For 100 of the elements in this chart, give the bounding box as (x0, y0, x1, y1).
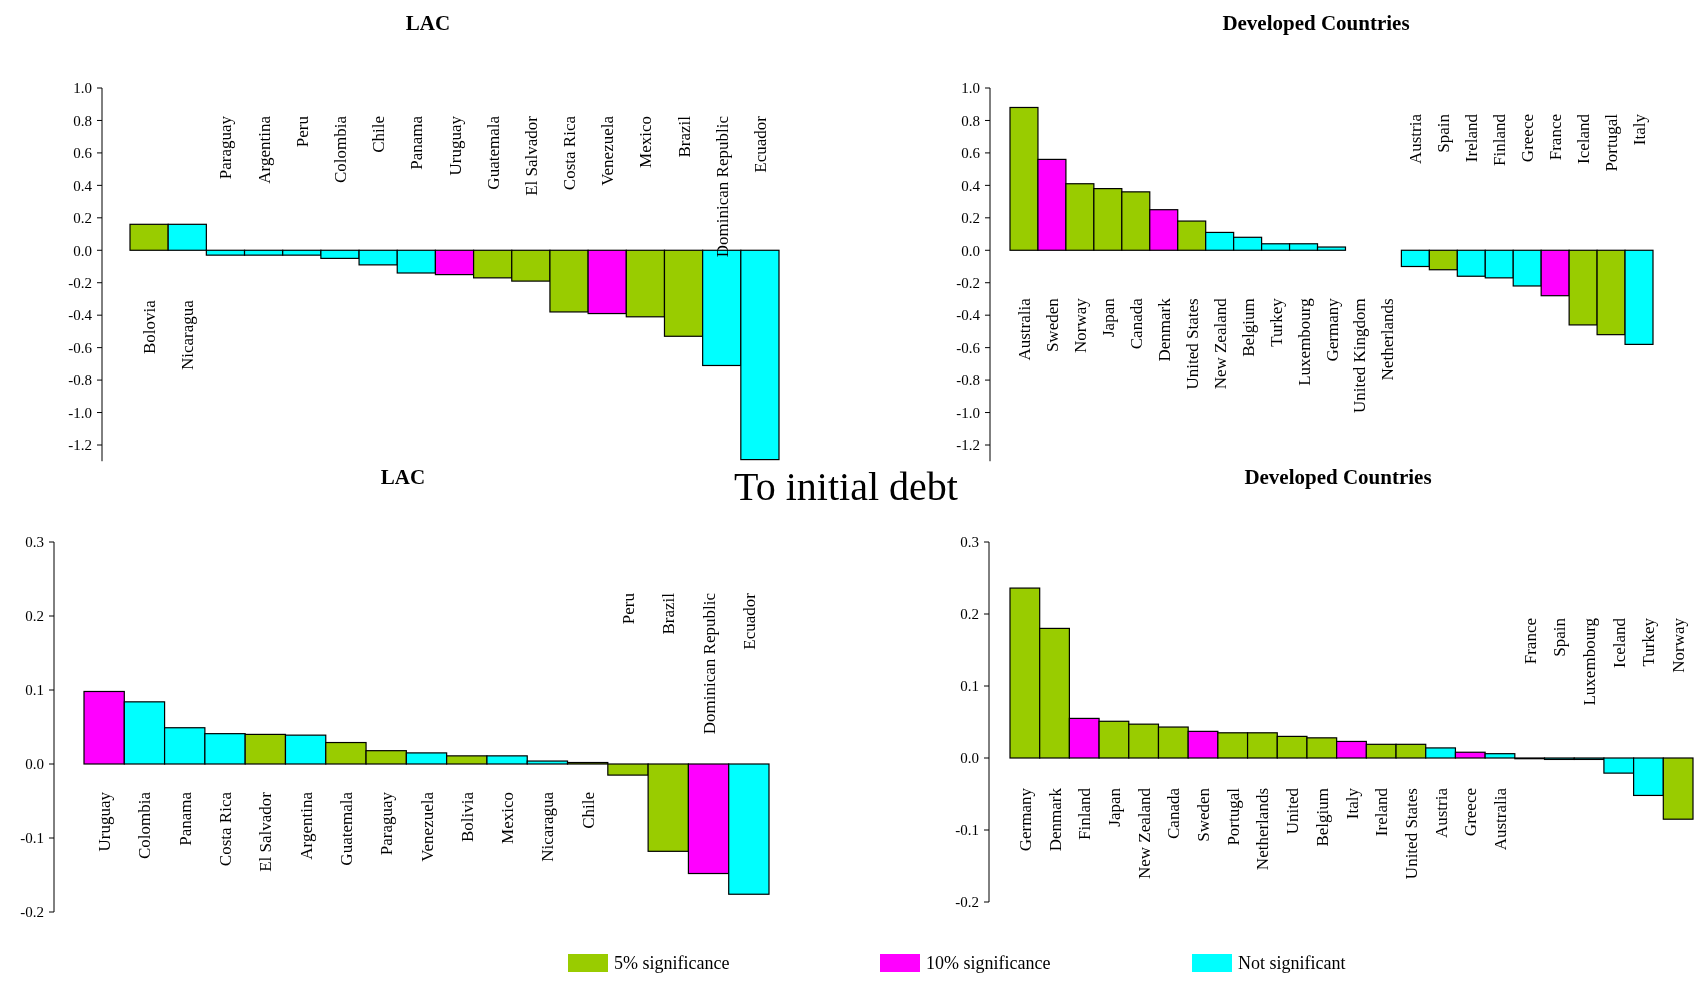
y-tick-label: 0.3 (960, 534, 979, 551)
x-tick-label: Chile (578, 792, 598, 829)
x-tick-label: Brazil (674, 115, 694, 158)
x-tick-label: Ecuador (739, 592, 759, 650)
x-tick-label: Greece (1518, 114, 1538, 163)
x-tick-label: Venezuela (598, 115, 618, 186)
y-tick-label: 0.2 (960, 606, 979, 623)
x-tick-label: Canada (1126, 297, 1146, 350)
x-tick-label: Uruguay (95, 791, 115, 852)
x-tick-label: Canada (1164, 787, 1184, 839)
y-tick-label: -0.2 (68, 274, 92, 291)
x-tick-label: Ireland (1372, 787, 1392, 837)
x-tick-label: Spain (1434, 113, 1454, 153)
y-tick-label: -0.1 (955, 822, 979, 839)
x-tick-label: Brazil (659, 592, 679, 635)
chart-title: Developed Countries (1244, 465, 1432, 489)
x-tick-label: Venezuela (417, 791, 437, 862)
x-tick-label: Luxembourg (1294, 297, 1314, 386)
x-tick-label: New Zealand (1210, 297, 1230, 390)
x-tick-label: United (1283, 787, 1303, 835)
y-tick-label: 0.1 (960, 678, 979, 695)
x-tick-label: France (1520, 618, 1540, 665)
y-tick-label: -0.1 (20, 830, 44, 847)
x-tick-label: Sweden (1042, 297, 1062, 353)
x-tick-label: Chile (369, 116, 389, 153)
y-tick-label: -1.2 (956, 437, 980, 454)
x-tick-label: Austria (1406, 113, 1426, 165)
x-tick-label: Mexico (498, 792, 518, 844)
x-tick-label: Italy (1630, 113, 1650, 146)
legend-label: 5% significance (614, 953, 730, 973)
y-tick-label: -1.0 (956, 404, 980, 421)
x-tick-label: Italy (1342, 787, 1362, 820)
x-tick-label: Luxembourg (1580, 617, 1600, 706)
y-tick-label: 1.0 (961, 80, 980, 97)
x-tick-label: Peru (292, 115, 312, 148)
y-tick-label: -0.8 (68, 372, 92, 389)
x-tick-label: Colombia (135, 791, 155, 860)
x-tick-label: Turkey (1266, 297, 1286, 347)
text: To initial debt (734, 464, 958, 509)
legend-label: 10% significance (926, 953, 1051, 973)
y-tick-label: -0.2 (956, 274, 980, 291)
y-tick-label: -0.6 (68, 339, 93, 356)
x-tick-label: Australia (1014, 297, 1034, 361)
x-tick-label: United States (1401, 788, 1421, 880)
x-tick-label: Denmark (1154, 297, 1174, 362)
y-tick-label: 0.2 (961, 210, 980, 227)
x-tick-label: Japan (1098, 297, 1118, 337)
y-tick-label: -1.0 (68, 404, 92, 421)
x-tick-label: Greece (1461, 788, 1481, 837)
y-tick-label: -0.4 (68, 307, 93, 324)
x-tick-label: Germany (1015, 787, 1035, 852)
chart-title: LAC (380, 465, 426, 489)
x-tick-label: Norway (1070, 297, 1090, 354)
x-tick-label: Belgium (1238, 298, 1258, 357)
x-tick-label: Dominican Republic (712, 115, 732, 258)
x-tick-label: Spain (1550, 617, 1570, 657)
y-tick-label: 0.4 (73, 177, 93, 194)
x-tick-label: Peru (618, 592, 638, 625)
x-tick-label: Iceland (1574, 113, 1594, 165)
x-tick-label: Bolivia (457, 791, 477, 843)
x-tick-label: Denmark (1045, 787, 1065, 852)
x-tick-label: El Salvador (256, 791, 276, 872)
x-tick-label: Finland (1075, 787, 1095, 840)
x-tick-label: Austria (1431, 787, 1451, 839)
x-tick-label: Nicaragua (538, 791, 558, 862)
x-tick-label: New Zealand (1134, 787, 1154, 880)
y-tick-label: 0.0 (961, 242, 980, 259)
x-tick-label: Sweden (1194, 787, 1214, 842)
x-tick-label: Bolovia (140, 299, 160, 355)
y-tick-label: 0.8 (961, 112, 980, 129)
x-tick-label: Panama (175, 791, 195, 846)
x-tick-label: Panama (407, 115, 427, 170)
x-tick-label: Costa Rica (216, 791, 236, 867)
x-tick-label: Portugal (1602, 113, 1622, 172)
y-tick-label: -0.2 (20, 904, 44, 921)
x-tick-label: Finland (1490, 113, 1510, 166)
y-tick-label: 1.0 (73, 80, 92, 97)
x-tick-label: Uruguay (445, 115, 465, 176)
x-tick-label: Norway (1669, 617, 1689, 673)
x-tick-label: Portugal (1223, 787, 1243, 846)
x-tick-label: Germany (1322, 297, 1342, 362)
x-tick-label: Costa Rica (560, 115, 580, 191)
y-tick-label: -0.6 (956, 339, 981, 356)
x-tick-label: Paraguay (216, 115, 236, 180)
chart-title: Developed Countries (1222, 11, 1410, 35)
x-tick-label: Netherlands (1253, 788, 1273, 871)
x-tick-label: Paraguay (377, 791, 397, 856)
y-tick-label: 0.1 (25, 682, 44, 699)
x-tick-label: Guatemala (483, 115, 503, 190)
x-tick-label: Netherlands (1378, 298, 1398, 381)
y-tick-label: 0.2 (25, 608, 44, 625)
x-tick-label: Australia (1490, 787, 1510, 851)
x-tick-label: Argentina (296, 791, 316, 860)
y-tick-label: 0.6 (961, 145, 981, 162)
y-tick-label: -0.2 (955, 894, 979, 911)
x-tick-label: Iceland (1609, 617, 1629, 669)
x-tick-label: Guatemala (336, 791, 356, 866)
x-tick-label: Ecuador (750, 115, 770, 173)
chart-title: LAC (405, 11, 451, 35)
y-tick-label: 0.2 (73, 210, 92, 227)
